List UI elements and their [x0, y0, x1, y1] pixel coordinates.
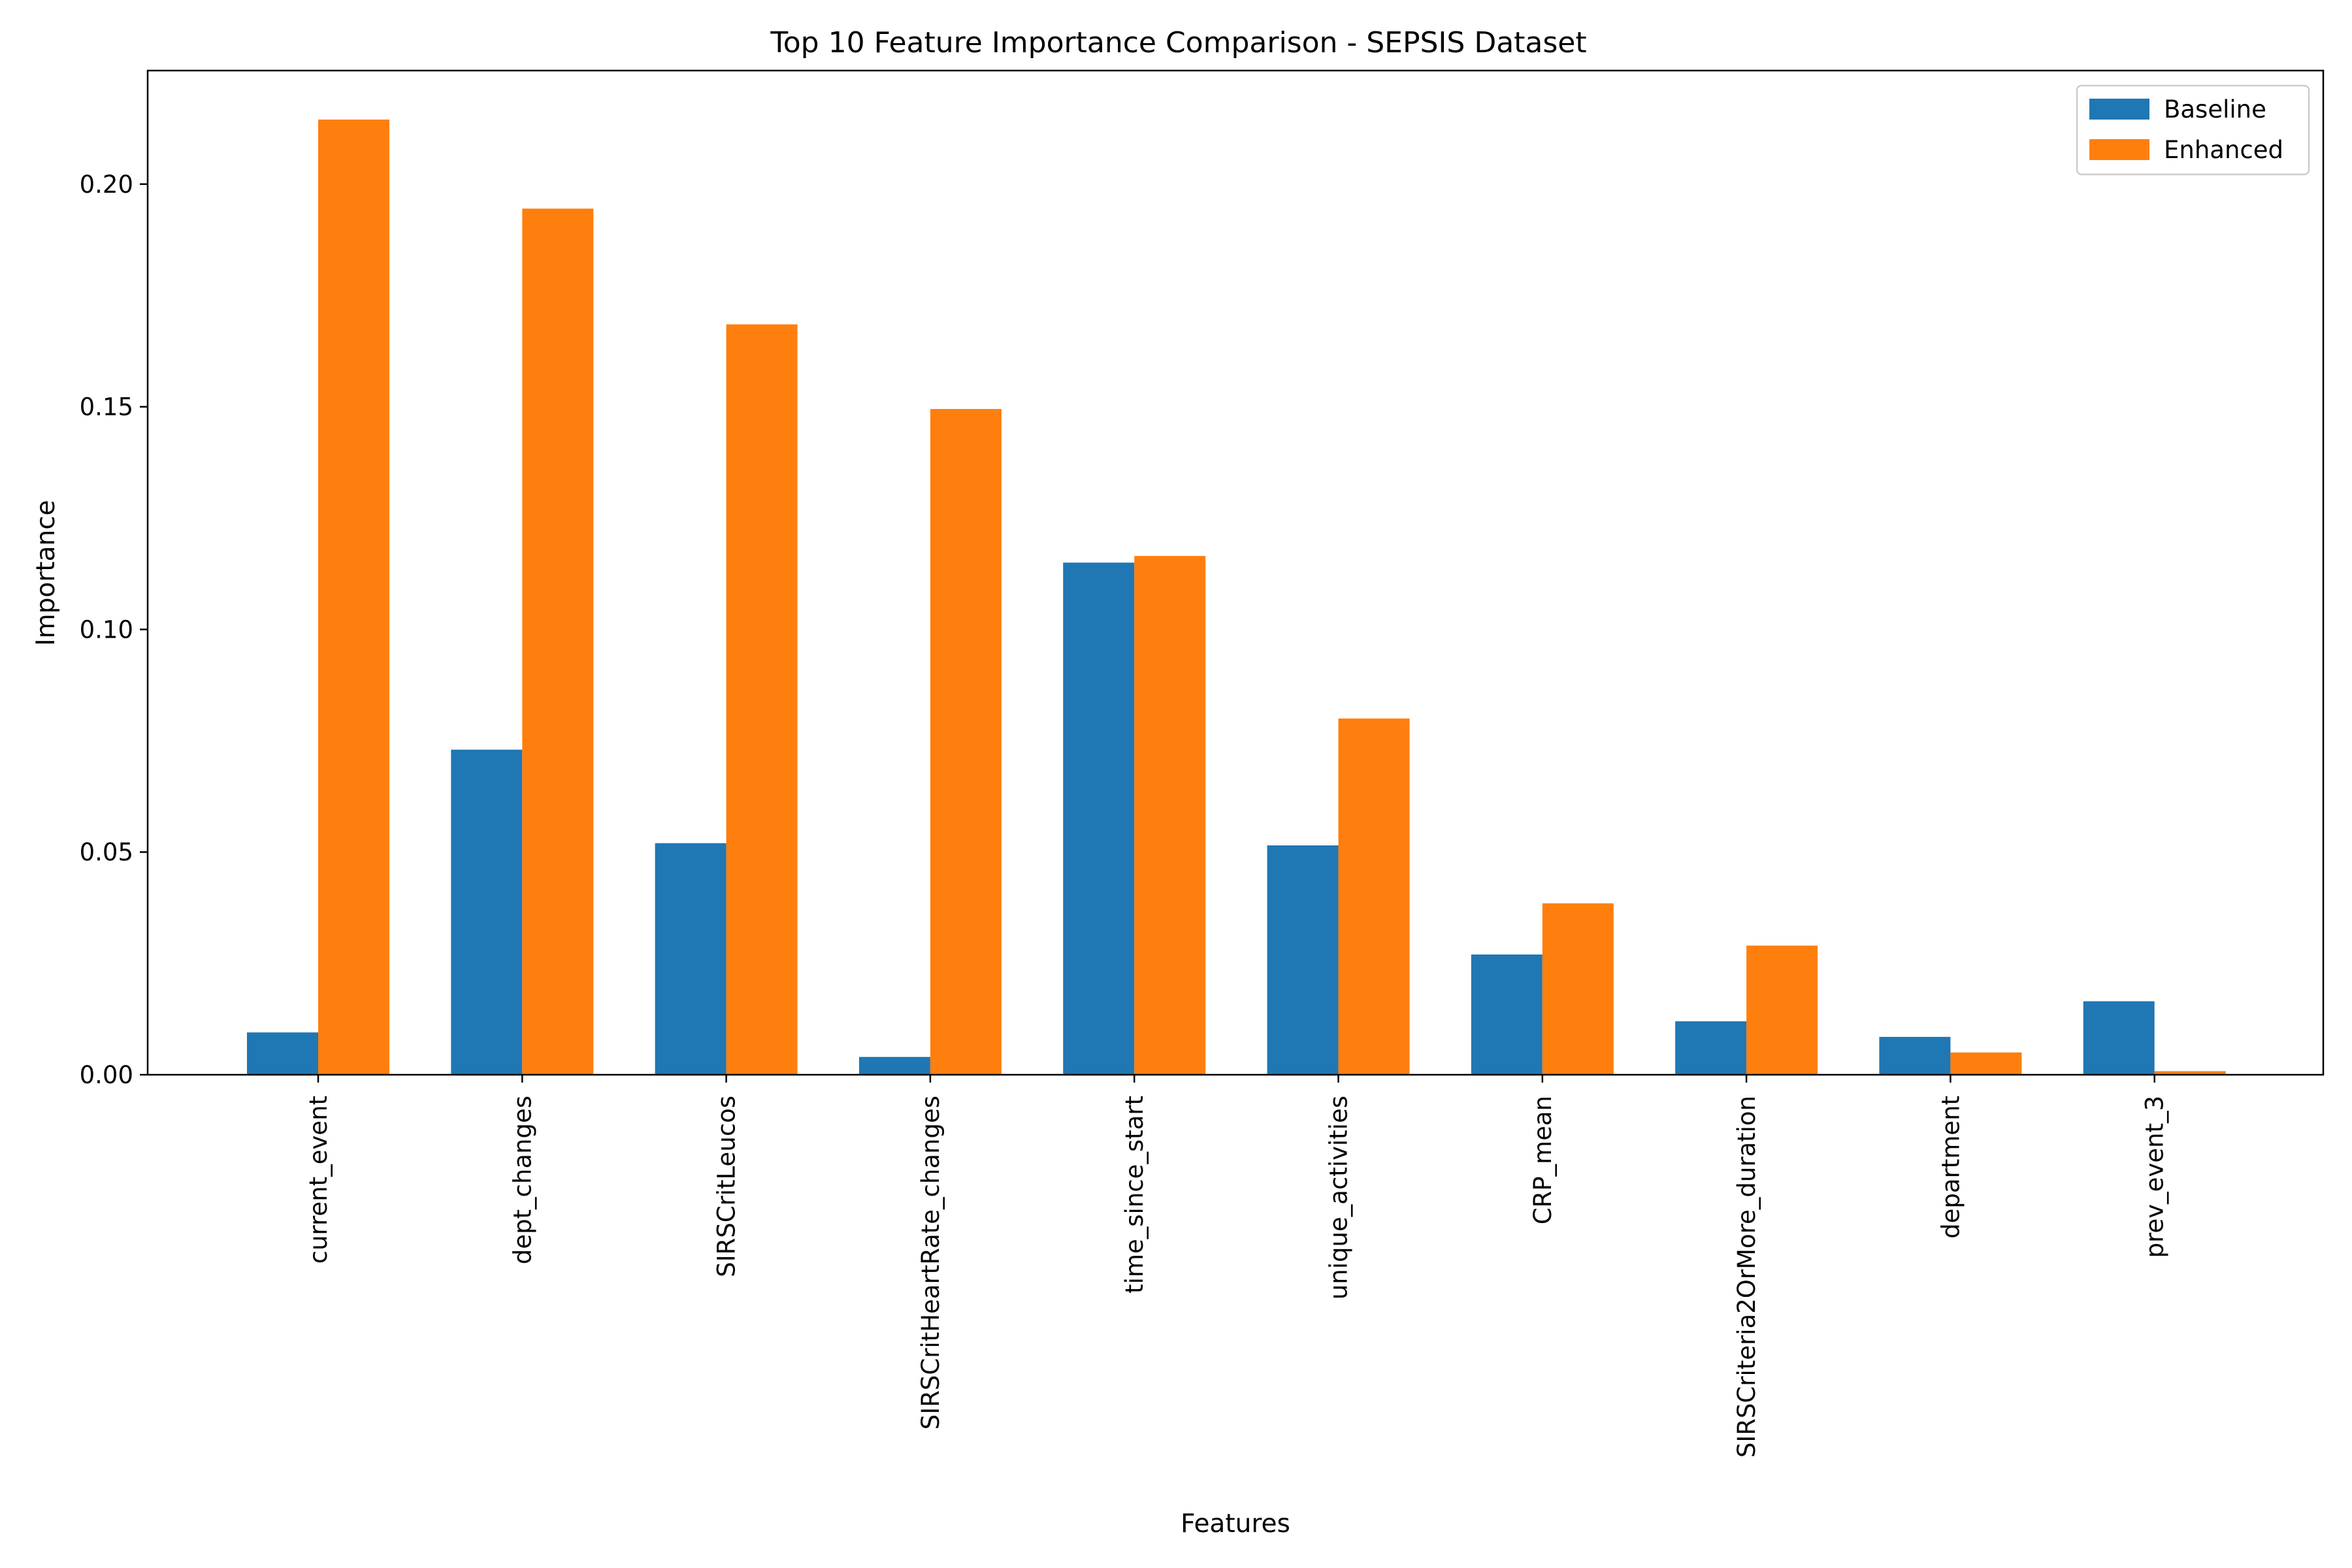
plot-frame [146, 69, 2325, 1076]
x-axis: current_event dept_changes SIRSCritLeucos S… [304, 1075, 2169, 1458]
x-axis-label: Features [1181, 1509, 1290, 1539]
legend-swatch-enhanced [2089, 139, 2149, 160]
bar-enhanced-unique_activities [1338, 718, 1410, 1075]
bar-baseline-SIRSCriteria2OrMore_duration [1675, 1021, 1747, 1075]
legend-label-baseline: Baseline [2164, 95, 2266, 123]
y-axis: 0.00 0.05 0.10 0.15 0.20 [80, 171, 148, 1089]
bar-baseline-dept_changes [451, 749, 523, 1075]
bar-enhanced-SIRSCriteria2OrMore_duration [1746, 945, 1818, 1075]
x-tick-label: unique_activities [1325, 1096, 1353, 1299]
x-tick-label: department [1936, 1096, 1965, 1239]
legend-label-enhanced: Enhanced [2164, 136, 2283, 164]
bar-baseline-time_since_start [1063, 563, 1135, 1075]
legend-swatch-baseline [2089, 99, 2149, 120]
bar-baseline-prev_event_3 [2083, 1001, 2155, 1075]
x-tick-label: SIRSCriteria2OrMore_duration [1733, 1096, 1761, 1458]
bar-baseline-current_event [247, 1032, 318, 1075]
bar-enhanced-SIRSCritLeucos [726, 324, 798, 1075]
bar-baseline-unique_activities [1267, 845, 1339, 1075]
bar-enhanced-CRP_mean [1542, 903, 1614, 1075]
bar-enhanced-department [1950, 1052, 2022, 1075]
x-tick-label: SIRSCritLeucos [713, 1096, 741, 1277]
bar-enhanced-dept_changes [522, 208, 594, 1075]
y-tick-label: 0.05 [80, 838, 133, 866]
bar-baseline-department [1879, 1037, 1951, 1075]
y-tick-label: 0.15 [80, 393, 133, 421]
y-tick-label: 0.00 [80, 1061, 133, 1089]
bar-enhanced-SIRSCritHeartRate_changes [930, 409, 1002, 1075]
y-axis-label: Importance [31, 500, 61, 646]
bar-enhanced-time_since_start [1134, 555, 1206, 1075]
chart-title: Top 10 Feature Importance Comparison - S… [770, 26, 1586, 59]
bar-enhanced-current_event [318, 119, 389, 1075]
bar-baseline-SIRSCritLeucos [655, 843, 727, 1075]
y-tick-label: 0.10 [80, 615, 133, 644]
x-tick-label: CRP_mean [1529, 1096, 1557, 1224]
bar-enhanced-prev_event_3 [2154, 1071, 2226, 1075]
bar-baseline-CRP_mean [1471, 954, 1543, 1075]
x-tick-label: current_event [304, 1096, 333, 1264]
legend: Baseline Enhanced [2076, 84, 2310, 176]
x-tick-label: SIRSCritHeartRate_changes [917, 1096, 945, 1429]
x-tick-label: dept_changes [508, 1096, 536, 1264]
y-tick-label: 0.20 [80, 171, 133, 199]
x-tick-label: prev_event_3 [2141, 1096, 2169, 1258]
bars-group [247, 119, 2226, 1075]
x-tick-label: time_since_start [1120, 1096, 1149, 1294]
bar-baseline-SIRSCritHeartRate_changes [858, 1056, 930, 1075]
